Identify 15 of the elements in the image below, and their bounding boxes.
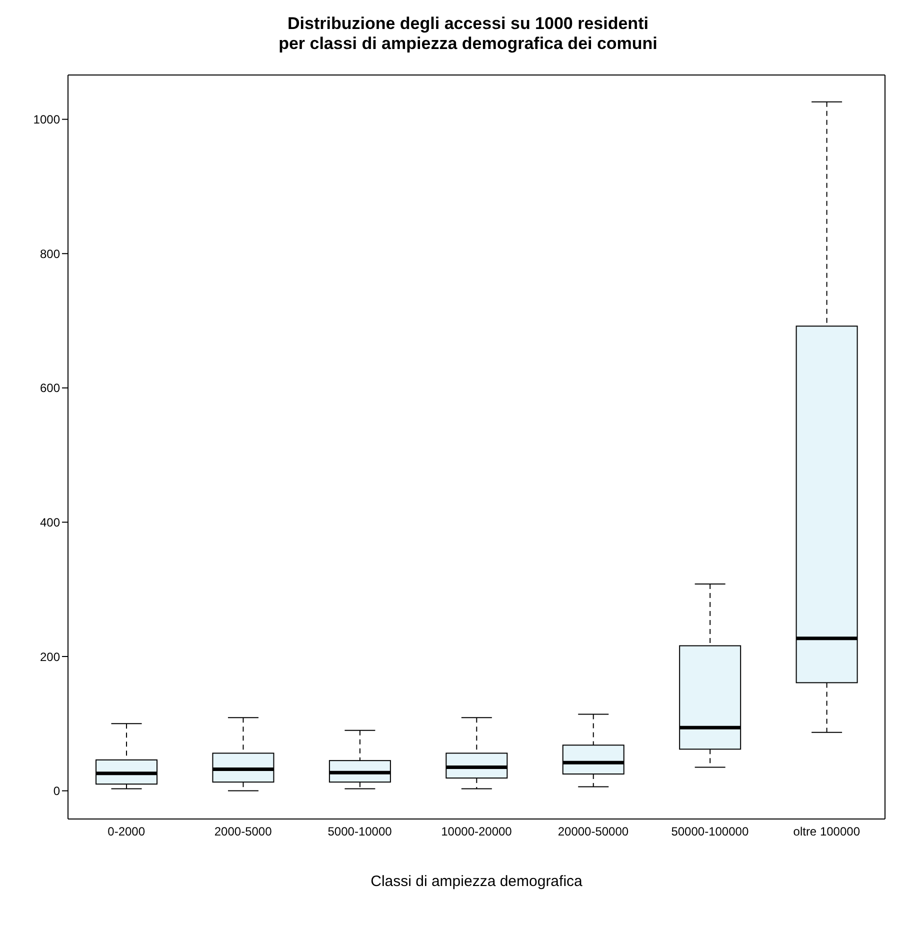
y-tick-label: 200: [40, 650, 60, 664]
x-tick-label: 0-2000: [108, 824, 146, 839]
x-axis-title: Classi di ampiezza demografica: [370, 873, 584, 890]
y-tick-label: 1000: [33, 112, 60, 127]
y-tick-label: 600: [40, 381, 60, 396]
y-tick-label: 0: [53, 784, 60, 798]
x-tick-label: 5000-10000: [328, 824, 392, 839]
x-tick-label: 50000-100000: [671, 824, 749, 839]
chart-title: Distribuzione degli accessi su 1000 residenti per classi di ampiezza demografica dei comuni: [278, 14, 658, 54]
y-tick-label: 800: [40, 246, 60, 261]
x-tick-label: 2000-5000: [214, 824, 272, 839]
x-tick-label: 10000-20000: [441, 824, 512, 839]
x-tick-label: oltre 100000: [793, 824, 860, 839]
x-tick-label: 20000-50000: [558, 824, 629, 839]
y-tick-label: 400: [40, 515, 60, 530]
